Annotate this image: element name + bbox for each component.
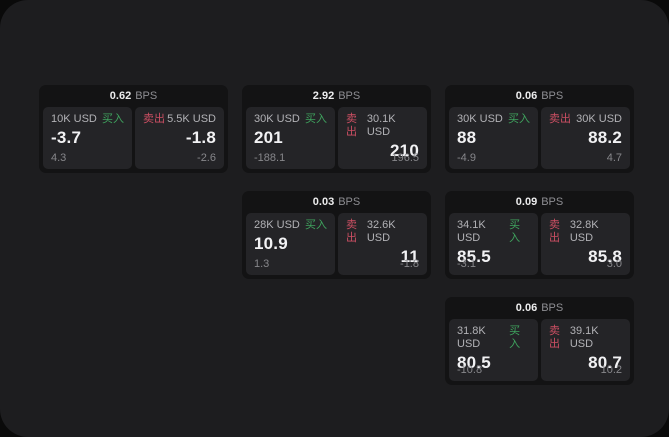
sell-amount: 32.6K USD xyxy=(366,219,396,244)
buy-amount: 31.8K USD xyxy=(457,325,486,350)
sell-sub-value: -2.6 xyxy=(197,152,216,164)
sell-amount: 30.1K USD xyxy=(366,113,396,138)
sell-sub-value: -1.8 xyxy=(400,258,419,270)
bps-header: 0.09 BPS xyxy=(445,191,634,213)
sell-panel[interactable]: 卖出 30K USD 88.2 4.7 xyxy=(541,107,630,169)
bps-value: 2.92 xyxy=(312,90,335,102)
sell-amount: 5.5K USD xyxy=(167,113,216,125)
sell-side-label: 卖出 xyxy=(346,113,357,138)
buy-amount: 34.1K USD xyxy=(457,219,486,244)
sell-side-label: 卖出 xyxy=(549,219,560,244)
sell-price: 11 xyxy=(400,247,419,266)
quote-card-5: 0.09 BPS 34.1K USD 买入 85.5 -3.1 卖出 32.8K… xyxy=(445,191,634,279)
sell-price: 80.7 xyxy=(588,353,622,372)
buy-panel[interactable]: 34.1K USD 买入 85.5 -3.1 xyxy=(449,213,538,275)
buy-side-label: 买入 xyxy=(305,219,327,231)
buy-panel[interactable]: 31.8K USD 买入 80.5 -10.8 xyxy=(449,319,538,381)
sell-sub-value: 4.7 xyxy=(606,152,622,164)
quote-card-4: 0.03 BPS 28K USD 买入 10.9 1.3 卖出 32.6K US… xyxy=(242,191,431,279)
bps-value: 0.06 xyxy=(515,90,538,102)
buy-sub-value: -188.1 xyxy=(254,152,286,164)
bps-header: 0.03 BPS xyxy=(242,191,431,213)
buy-side-label: 买入 xyxy=(509,219,521,244)
buy-side-label: 买入 xyxy=(508,113,530,125)
sell-amount: 39.1K USD xyxy=(569,325,599,350)
bps-unit-label: BPS xyxy=(541,196,564,208)
bps-value: 0.03 xyxy=(312,196,335,208)
bps-header: 2.92 BPS xyxy=(242,85,431,107)
buy-panel[interactable]: 30K USD 买入 88 -4.9 xyxy=(449,107,538,169)
buy-price: 201 xyxy=(254,128,283,147)
sell-sub-value: 3.0 xyxy=(606,258,622,270)
buy-amount: 10K USD xyxy=(51,113,97,125)
sell-side-label: 卖出 xyxy=(346,219,357,244)
quote-card-3: 0.06 BPS 30K USD 买入 88 -4.9 卖出 30K USD 8… xyxy=(445,85,634,173)
sell-price: -1.8 xyxy=(185,128,216,147)
buy-price: 80.5 xyxy=(457,353,491,372)
sell-amount: 30K USD xyxy=(576,113,622,125)
buy-amount: 30K USD xyxy=(254,113,300,125)
buy-price: 85.5 xyxy=(457,247,491,266)
buy-amount: 28K USD xyxy=(254,219,300,231)
quote-card-1: 0.62 BPS 10K USD 买入 -3.7 4.3 卖出 5.5K USD… xyxy=(39,85,228,173)
buy-amount: 30K USD xyxy=(457,113,503,125)
buy-price: -3.7 xyxy=(51,128,82,147)
sell-panel[interactable]: 卖出 39.1K USD 80.7 10.2 xyxy=(541,319,630,381)
buy-panel[interactable]: 10K USD 买入 -3.7 4.3 xyxy=(43,107,132,169)
bps-value: 0.62 xyxy=(109,90,132,102)
bps-unit-label: BPS xyxy=(541,302,564,314)
sell-side-label: 卖出 xyxy=(549,325,560,350)
quote-card-2: 2.92 BPS 30K USD 买入 201 -188.1 卖出 30.1K … xyxy=(242,85,431,173)
sell-side-label: 卖出 xyxy=(549,113,571,125)
sell-panel[interactable]: 卖出 5.5K USD -1.8 -2.6 xyxy=(135,107,224,169)
bps-header: 0.06 BPS xyxy=(445,297,634,319)
sell-sub-value: 10.2 xyxy=(600,364,622,376)
sell-price: 85.8 xyxy=(588,247,622,266)
buy-side-label: 买入 xyxy=(305,113,327,125)
buy-sub-value: 4.3 xyxy=(51,152,67,164)
sell-panel[interactable]: 卖出 32.6K USD 11 -1.8 xyxy=(338,213,427,275)
buy-panel[interactable]: 28K USD 买入 10.9 1.3 xyxy=(246,213,335,275)
buy-side-label: 买入 xyxy=(509,325,521,350)
sell-panel[interactable]: 卖出 30.1K USD 210 196.5 xyxy=(338,107,427,169)
buy-price: 88 xyxy=(457,128,477,147)
sell-panel[interactable]: 卖出 32.8K USD 85.8 3.0 xyxy=(541,213,630,275)
buy-sub-value: 1.3 xyxy=(254,258,270,270)
bps-value: 0.09 xyxy=(515,196,538,208)
sell-side-label: 卖出 xyxy=(143,113,165,125)
bps-unit-label: BPS xyxy=(135,90,158,102)
buy-panel[interactable]: 30K USD 买入 201 -188.1 xyxy=(246,107,335,169)
sell-sub-value: 196.5 xyxy=(391,152,419,164)
sell-amount: 32.8K USD xyxy=(569,219,599,244)
buy-sub-value: -3.1 xyxy=(457,258,476,270)
sell-price: 88.2 xyxy=(588,128,622,147)
quote-card-6: 0.06 BPS 31.8K USD 买入 80.5 -10.8 卖出 39.1… xyxy=(445,297,634,385)
buy-side-label: 买入 xyxy=(102,113,124,125)
bps-unit-label: BPS xyxy=(541,90,564,102)
bps-unit-label: BPS xyxy=(338,196,361,208)
bps-unit-label: BPS xyxy=(338,90,361,102)
buy-price: 10.9 xyxy=(254,234,288,253)
sell-price: 210 xyxy=(390,141,419,160)
buy-sub-value: -4.9 xyxy=(457,152,476,164)
bps-header: 0.06 BPS xyxy=(445,85,634,107)
bps-value: 0.06 xyxy=(515,302,538,314)
bps-header: 0.62 BPS xyxy=(39,85,228,107)
buy-sub-value: -10.8 xyxy=(457,364,483,376)
